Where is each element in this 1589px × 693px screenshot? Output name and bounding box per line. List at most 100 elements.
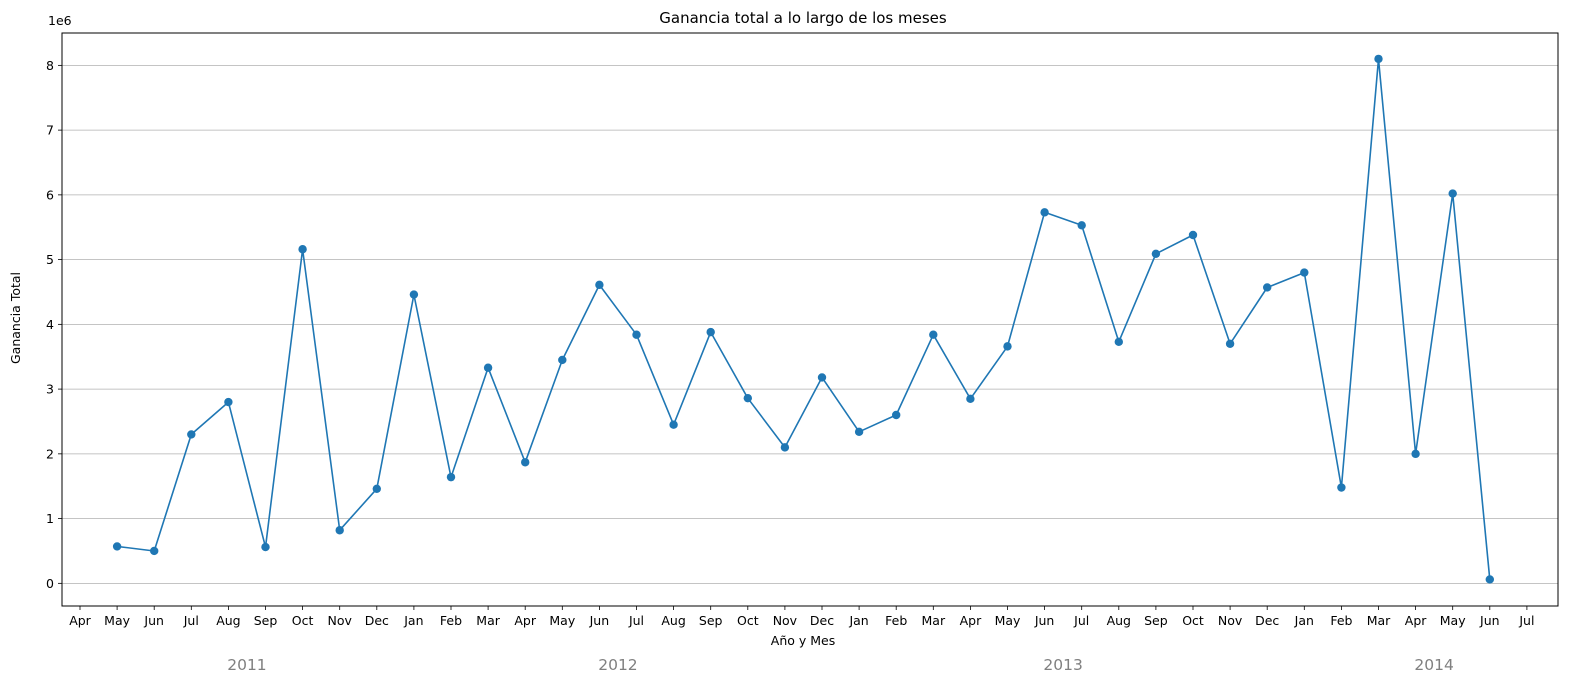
data-point [892, 410, 901, 420]
x-tick-label: Apr [69, 613, 91, 628]
x-tick-label: Sep [254, 613, 278, 628]
y-tick-label: 8 [46, 58, 54, 73]
data-point [632, 330, 641, 339]
x-tick-label: Jul [183, 613, 199, 628]
data-point [1003, 342, 1012, 351]
data-point [558, 355, 567, 365]
data-point [1374, 54, 1383, 64]
data-series [112, 54, 1495, 584]
data-point [521, 458, 530, 467]
year-label: 2011 [227, 656, 266, 674]
x-tick-label: Apr [1405, 613, 1427, 628]
data-point [261, 542, 270, 552]
x-tick-label: May [995, 613, 1021, 628]
y-tick-label: 7 [46, 123, 54, 138]
data-point [298, 245, 307, 254]
data-point [1225, 339, 1235, 348]
data-point [706, 327, 715, 337]
x-tick-label: Oct [292, 613, 314, 628]
y-tick-label: 5 [46, 252, 54, 267]
x-tick-label: Nov [327, 613, 352, 628]
data-point [446, 472, 456, 482]
data-point [1448, 189, 1457, 198]
data-point [1263, 283, 1272, 292]
data-point [854, 427, 864, 437]
x-tick-label: Jun [589, 613, 610, 628]
data-point [1077, 221, 1086, 230]
axis-ticks: 0 1 2 3 4 5 6 7 8 Apr May Jun Jul Aug Sep Oct Nov Dec Jan F… [46, 58, 1534, 628]
x-tick-label: Jun [143, 613, 164, 628]
data-point [409, 290, 419, 299]
data-point [929, 330, 938, 339]
x-tick-label: Jun [1479, 613, 1500, 628]
data-point [1300, 268, 1309, 277]
data-point [780, 443, 790, 452]
x-tick-label: Jun [1034, 613, 1055, 628]
x-tick-label: Oct [737, 613, 759, 628]
plot-frame [61, 32, 1559, 607]
data-point [224, 397, 233, 407]
x-tick-label: Jan [403, 613, 423, 628]
y-tick-label: 1 [46, 511, 54, 526]
chart-title: Ganancia total a lo largo de los meses [659, 9, 947, 27]
y-axis-label: Ganancia Total [8, 272, 23, 364]
data-point [1337, 483, 1346, 492]
x-tick-label: Sep [699, 613, 723, 628]
y-tick-label: 6 [46, 187, 54, 202]
data-point [743, 393, 752, 403]
x-tick-label: Feb [885, 613, 907, 628]
x-tick-label: Feb [1330, 613, 1352, 628]
data-point [335, 526, 344, 535]
x-tick-label: Aug [1107, 613, 1131, 628]
series-line [117, 58, 1491, 580]
x-tick-label: Dec [365, 613, 389, 628]
x-tick-label: Jul [1518, 613, 1534, 628]
data-point [150, 546, 159, 556]
x-tick-label: Jul [1073, 613, 1089, 628]
data-point [1040, 208, 1049, 217]
y-tick-label: 0 [46, 576, 54, 591]
y-tick-label: 2 [46, 446, 54, 461]
data-point [1188, 230, 1198, 240]
x-tick-label: Feb [440, 613, 462, 628]
x-tick-label: Aug [216, 613, 240, 628]
x-tick-label: May [104, 613, 130, 628]
year-label: 2012 [598, 656, 637, 674]
year-labels: 2011 2012 2013 2014 [227, 656, 1454, 674]
x-tick-label: Nov [1218, 613, 1243, 628]
y-offset-label: 1e6 [48, 13, 72, 28]
x-axis-label: Año y Mes [771, 633, 835, 648]
x-tick-label: Mar [476, 613, 500, 628]
x-tick-label: Apr [960, 613, 982, 628]
x-tick-label: Oct [1182, 613, 1204, 628]
data-point [817, 373, 827, 382]
data-point [595, 280, 604, 290]
x-tick-label: Dec [810, 613, 834, 628]
x-tick-label: Mar [922, 613, 946, 628]
x-tick-label: Dec [1255, 613, 1279, 628]
data-point [372, 484, 381, 494]
x-tick-label: Mar [1367, 613, 1391, 628]
data-point [1151, 249, 1161, 258]
data-point [669, 420, 678, 429]
y-tick-label: 3 [46, 382, 54, 397]
x-tick-label: Aug [661, 613, 685, 628]
data-point [1114, 337, 1124, 347]
y-tick-label: 4 [46, 317, 54, 332]
x-tick-label: Jan [1294, 613, 1314, 628]
x-tick-label: May [1440, 613, 1466, 628]
x-tick-label: Jan [848, 613, 868, 628]
data-point [483, 363, 493, 372]
year-label: 2014 [1414, 656, 1453, 674]
x-tick-label: Apr [514, 613, 536, 628]
data-point [1485, 575, 1495, 584]
year-label: 2013 [1043, 656, 1082, 674]
x-tick-label: Sep [1144, 613, 1168, 628]
grid-lines [62, 64, 1558, 584]
data-point [966, 394, 975, 404]
data-point [1411, 449, 1420, 459]
x-tick-label: May [549, 613, 575, 628]
x-tick-label: Jul [628, 613, 644, 628]
x-tick-label: Nov [773, 613, 798, 628]
